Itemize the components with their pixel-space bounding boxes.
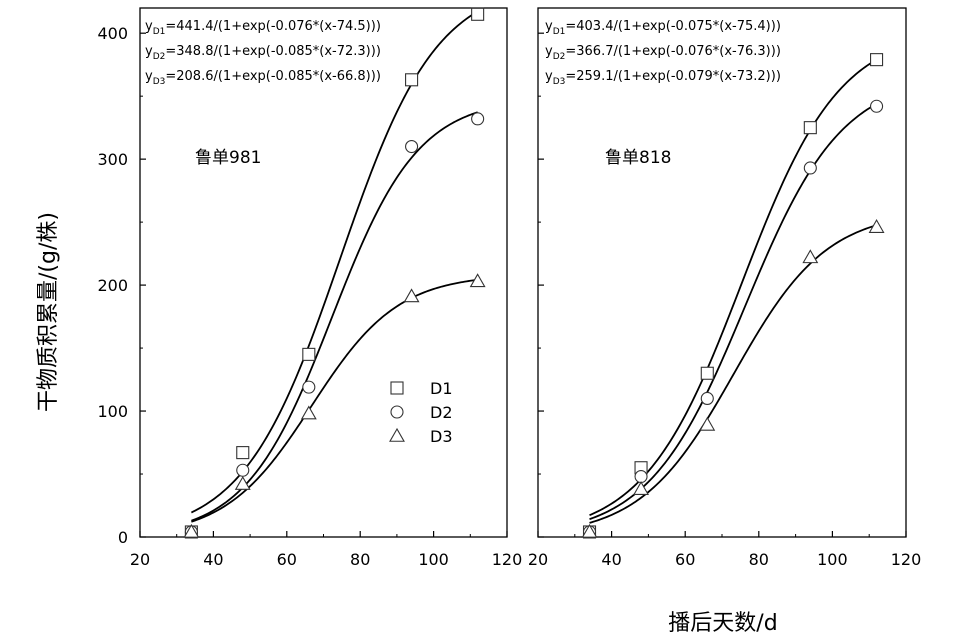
plot-frame [139, 7, 508, 538]
data-point-d3 [802, 249, 819, 264]
data-point-d3 [699, 416, 716, 431]
data-point-d1 [700, 366, 714, 380]
x-tick-label: 60 [675, 550, 695, 569]
variety-label: 鲁单818 [605, 148, 671, 168]
data-point-d1 [302, 347, 316, 361]
data-point-d1 [870, 53, 884, 67]
x-tick-label: 40 [601, 550, 621, 569]
data-point-d1 [236, 446, 250, 460]
data-point-d2 [405, 139, 419, 154]
legend-label-d2: D2 [430, 403, 453, 422]
data-point-d3 [469, 273, 486, 288]
legend: D1 D2 D3 [389, 379, 453, 446]
variety-label: 鲁单981 [195, 148, 261, 168]
fit-curve-d2 [191, 111, 478, 522]
data-point-d1 [803, 121, 817, 135]
fit-curve-d3 [191, 278, 478, 523]
data-point-d2 [634, 469, 648, 484]
x-tick-label: 100 [418, 550, 449, 569]
data-point-d2 [803, 161, 817, 175]
y-tick-label: 200 [97, 276, 128, 295]
x-tick-label: 100 [817, 550, 848, 569]
x-tick-label: 40 [203, 550, 223, 569]
panel-2: 20 40 60 80 100 120 yD1=403.4/(1+exp(-0.075*(x… [528, 7, 922, 569]
x-tick-label: 60 [277, 550, 297, 569]
data-point-d3 [300, 405, 317, 420]
fit-curve-d1 [589, 58, 878, 517]
legend-label-d1: D1 [430, 379, 453, 398]
legend-label-d3: D3 [430, 427, 453, 446]
data-point-d1 [471, 7, 485, 21]
equation-d1: yD1=441.4/(1+exp(-0.076*(x-74.5))) [145, 19, 381, 37]
y-axis-title: 干物质积累量/(g/株) [36, 212, 61, 412]
data-point-d2 [870, 99, 884, 113]
data-point-d3 [581, 523, 598, 538]
legend-marker-d3 [389, 427, 405, 442]
data-point-d2 [236, 463, 250, 477]
x-tick-label: 80 [350, 550, 370, 569]
x-tick-label: 80 [749, 550, 769, 569]
legend-marker-d1 [390, 381, 404, 395]
fit-curve-d1 [190, 10, 479, 514]
data-point-d3 [234, 475, 251, 490]
data-point-d1 [405, 73, 419, 87]
x-axis-title: 播后天数/d [668, 611, 777, 636]
fit-curve-d3 [589, 224, 877, 524]
plot-frame [537, 7, 907, 538]
x-tick-label: 120 [492, 550, 523, 569]
data-point-d3 [868, 219, 885, 233]
y-tick-label: 0 [118, 528, 128, 547]
y-tick-label: 100 [97, 402, 128, 421]
equation-d3: yD3=208.6/(1+exp(-0.085*(x-66.8))) [145, 69, 381, 87]
y-tick-label: 400 [97, 24, 128, 43]
x-tick-label: 20 [528, 550, 548, 569]
x-tick-label: 120 [891, 550, 922, 569]
data-point-d2 [471, 112, 485, 126]
equation-d3: yD3=259.1/(1+exp(-0.079*(x-73.2))) [545, 69, 781, 87]
equation-d1: yD1=403.4/(1+exp(-0.075*(x-75.4))) [545, 19, 781, 37]
data-point-d3 [183, 523, 200, 538]
legend-marker-d2 [390, 405, 404, 419]
x-tick-label: 20 [130, 550, 150, 569]
data-point-d2 [700, 391, 714, 406]
data-point-d3 [633, 481, 649, 495]
data-point-d3 [403, 288, 420, 303]
data-point-d2 [302, 380, 316, 394]
y-tick-label: 300 [97, 150, 128, 169]
equation-d2: yD2=348.8/(1+exp(-0.085*(x-72.3))) [145, 44, 381, 62]
equation-d2: yD2=366.7/(1+exp(-0.076*(x-76.3))) [545, 44, 781, 62]
panel-1: 20 40 60 80 100 120 0 100 200 300 400 yD1=441.4/(1+… [97, 7, 523, 569]
